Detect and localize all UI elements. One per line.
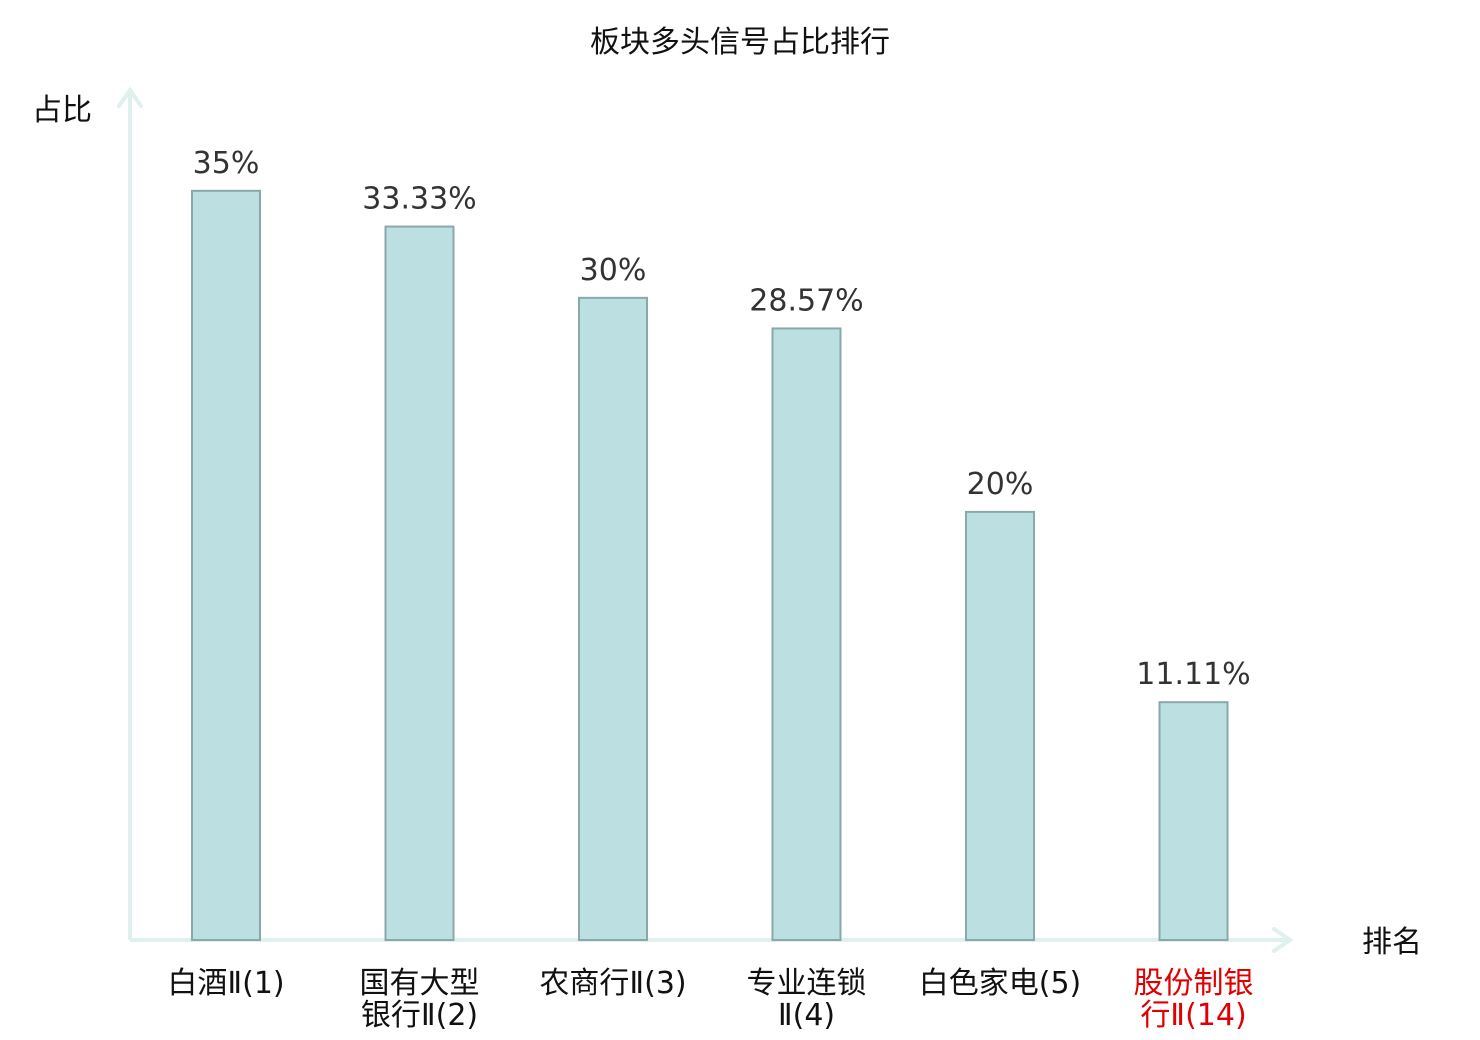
bar bbox=[191, 189, 261, 941]
category-label: 股份制银 bbox=[1134, 966, 1254, 1001]
value-label: 30% bbox=[580, 253, 647, 288]
category-label: 专业连锁 bbox=[747, 966, 867, 1001]
category-label: Ⅱ(4) bbox=[778, 998, 835, 1033]
category-label: 国有大型 bbox=[360, 966, 480, 1001]
y-axis-arrow-icon bbox=[117, 86, 143, 108]
bar bbox=[384, 225, 455, 941]
x-axis-arrow-icon bbox=[1272, 927, 1294, 953]
axes bbox=[117, 86, 1294, 953]
bar bbox=[965, 510, 1035, 941]
category-label: 白酒Ⅱ(1) bbox=[167, 966, 284, 1001]
bar bbox=[578, 296, 648, 941]
value-label: 33.33% bbox=[362, 182, 476, 217]
bar bbox=[1158, 701, 1229, 942]
value-label: 35% bbox=[193, 146, 260, 181]
y-axis-label: 占比 bbox=[32, 93, 92, 128]
category-label: 银行Ⅱ(2) bbox=[361, 998, 478, 1033]
value-label: 28.57% bbox=[749, 283, 863, 318]
value-label: 11.11% bbox=[1136, 657, 1250, 692]
category-label: 农商行Ⅱ(3) bbox=[539, 966, 686, 1001]
x-axis-label: 排名 bbox=[1362, 925, 1422, 960]
chart-title: 板块多头信号占比排行 bbox=[590, 25, 890, 60]
bar bbox=[771, 327, 842, 941]
category-label: 行Ⅱ(14) bbox=[1140, 998, 1246, 1033]
value-label: 20% bbox=[967, 467, 1034, 502]
category-label: 白色家电(5) bbox=[919, 966, 1082, 1001]
